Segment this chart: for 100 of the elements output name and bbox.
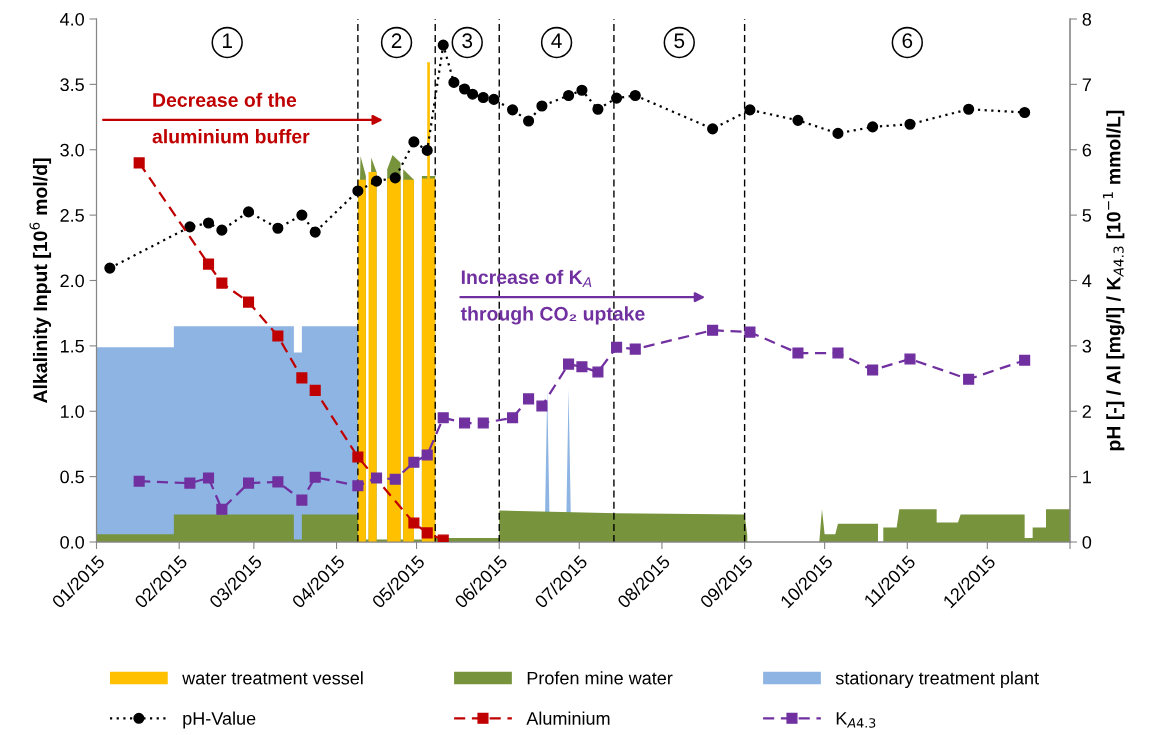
point	[459, 417, 471, 429]
point	[421, 449, 433, 461]
text: Increase of K$_{A}$ through CO₂ uptake	[460, 269, 645, 325]
point	[832, 347, 844, 359]
point	[184, 477, 196, 489]
legend-label: Profen mine water	[527, 671, 673, 685]
y-tick-label: 0.0	[60, 535, 84, 549]
y2-tick-label: 4	[1082, 274, 1092, 288]
point	[352, 480, 364, 492]
point	[309, 226, 321, 238]
point	[352, 451, 364, 463]
point	[408, 517, 420, 529]
point	[242, 206, 255, 218]
point	[242, 296, 255, 308]
y-tick-label: 0.5	[60, 470, 84, 484]
point	[792, 347, 804, 359]
point	[133, 157, 145, 169]
point	[242, 477, 255, 489]
point	[611, 92, 623, 104]
annotation: 6	[902, 33, 913, 49]
point	[963, 373, 975, 385]
point	[1019, 354, 1031, 366]
point	[707, 123, 719, 135]
annotation: 2	[391, 33, 402, 48]
point	[523, 393, 535, 405]
annotation: 5	[674, 33, 685, 49]
point	[296, 494, 308, 506]
point	[437, 412, 449, 424]
point	[184, 221, 196, 233]
point	[477, 417, 489, 429]
annotation: 3	[462, 33, 473, 49]
point	[707, 324, 719, 336]
point	[592, 366, 604, 378]
point	[104, 262, 116, 274]
point	[467, 88, 479, 100]
y2-tick-label: 0	[1082, 535, 1092, 549]
y2-tick-label: 3	[1082, 339, 1092, 353]
point	[216, 224, 228, 236]
point	[309, 384, 321, 396]
point	[904, 353, 916, 365]
point	[744, 104, 756, 116]
legend-label: pH-Value	[183, 711, 256, 729]
point	[133, 475, 145, 487]
point	[272, 330, 284, 342]
point	[629, 343, 641, 355]
point	[867, 121, 879, 133]
point	[629, 89, 641, 102]
y-tick-label: 1.5	[60, 340, 84, 353]
y-tick-label: 4.0	[60, 12, 84, 26]
y-tick-label: 1.0	[60, 405, 84, 418]
y2-axis-title: pH [-] / Al [mg/l] / K$_{A4.3}$ [10$^{−1}$ mmol/L]	[1102, 110, 1125, 451]
annotation: 1	[222, 33, 232, 48]
y2-tick-label: 7	[1082, 78, 1091, 91]
point	[202, 217, 215, 229]
annotation: 4	[551, 33, 562, 48]
point	[389, 473, 401, 485]
y2-tick-label: 6	[1082, 143, 1092, 157]
y2-tick-label: 2	[1082, 405, 1091, 418]
y2-tick-label: 8	[1082, 12, 1092, 26]
point	[202, 472, 215, 484]
legend-label: stationary treatment plant	[835, 671, 1039, 689]
point	[352, 185, 364, 197]
point	[216, 503, 228, 515]
y-tick-label: 2.5	[60, 209, 84, 222]
y-tick-label: 3.5	[60, 78, 84, 92]
point	[592, 103, 604, 115]
point	[867, 364, 879, 376]
point	[437, 39, 449, 51]
point	[536, 400, 548, 412]
y-tick-label: 3.0	[60, 143, 84, 157]
point	[1019, 106, 1031, 119]
point	[523, 115, 535, 127]
point	[421, 144, 433, 156]
point	[576, 84, 588, 96]
point	[792, 114, 804, 126]
point	[477, 91, 489, 104]
point	[448, 76, 460, 88]
point	[408, 456, 420, 468]
y-tick-label: 2.0	[60, 274, 84, 288]
point	[272, 222, 284, 234]
legend-label: K$_{A4.3}$	[836, 712, 876, 728]
legend-label: water treatment vessel	[182, 671, 363, 685]
y2-tick-label: 5	[1082, 209, 1092, 222]
point	[563, 89, 575, 102]
y-axis-title: Alkalinity Input [10$^{6}$ mol/d]	[29, 158, 52, 403]
point	[904, 118, 916, 130]
point	[421, 527, 433, 539]
point	[507, 104, 519, 116]
point	[272, 476, 284, 488]
legend-label: Aluminium	[526, 711, 610, 725]
point	[459, 83, 471, 95]
point	[963, 103, 975, 115]
point	[488, 93, 500, 105]
point	[576, 361, 588, 373]
point	[536, 100, 548, 112]
point	[296, 372, 308, 384]
point	[370, 175, 383, 187]
y2-tick-label: 1	[1083, 470, 1091, 484]
point	[202, 258, 215, 270]
point	[389, 172, 401, 184]
